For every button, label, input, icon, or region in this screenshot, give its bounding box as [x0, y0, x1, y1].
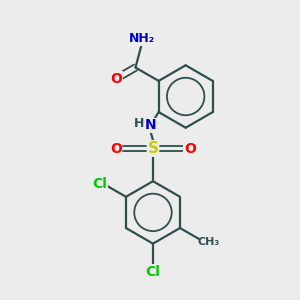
Text: O: O	[184, 142, 196, 155]
Text: N: N	[145, 118, 156, 133]
Text: Cl: Cl	[146, 265, 160, 279]
Text: Cl: Cl	[93, 177, 107, 191]
Text: NH₂: NH₂	[129, 32, 155, 45]
Text: H: H	[134, 118, 144, 130]
Text: O: O	[110, 142, 122, 155]
Text: S: S	[148, 141, 158, 156]
Text: CH₃: CH₃	[198, 237, 220, 247]
Text: O: O	[110, 72, 122, 86]
